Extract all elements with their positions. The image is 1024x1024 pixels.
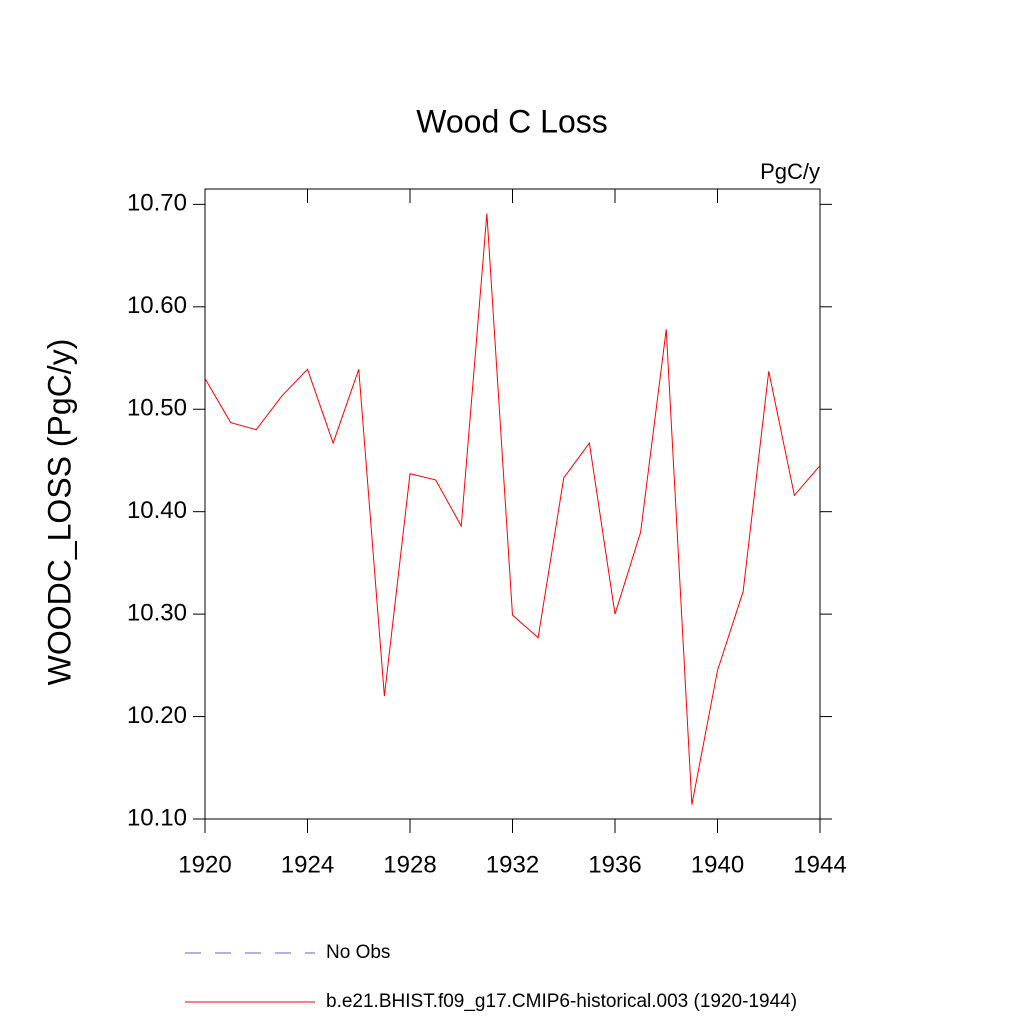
x-tick-label: 1920 [178, 851, 231, 878]
y-tick-label: 10.20 [127, 702, 187, 729]
x-tick-label: 1928 [383, 851, 436, 878]
y-tick-label: 10.70 [127, 190, 187, 217]
legend-label: No Obs [326, 942, 390, 963]
data-line [204, 213, 821, 805]
plot-frame [204, 188, 821, 820]
y-tick-label: 10.30 [127, 599, 187, 626]
legend-label: b.e21.BHIST.f09_g17.CMIP6-historical.003… [326, 991, 797, 1012]
y-tick-label: 10.60 [127, 292, 187, 319]
x-tick-label: 1936 [588, 851, 641, 878]
y-tick-label: 10.10 [127, 804, 187, 831]
x-tick-label: 1940 [691, 851, 744, 878]
y-tick-label: 10.50 [127, 395, 187, 422]
chart-title: Wood C Loss [416, 103, 608, 139]
y-axis-label: WOODC_LOSS (PgC/y) [41, 339, 77, 686]
y-tick-label: 10.40 [127, 497, 187, 524]
units-label: PgC/y [760, 159, 820, 184]
x-tick-label: 1944 [793, 851, 846, 878]
x-tick-label: 1924 [281, 851, 334, 878]
x-tick-label: 1932 [486, 851, 539, 878]
